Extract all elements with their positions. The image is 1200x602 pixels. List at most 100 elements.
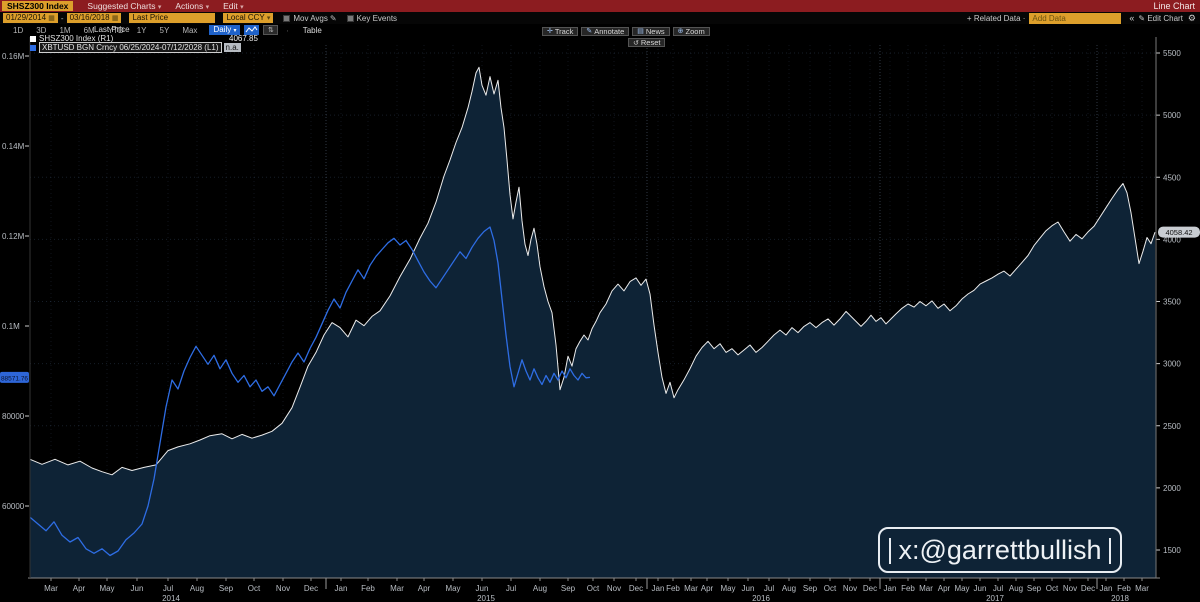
date-to-field[interactable]: 03/16/2018 ▦ — [66, 13, 122, 23]
legend-value: 4067.85 — [229, 34, 258, 43]
chevron-down-icon: ▾ — [157, 4, 162, 11]
collapse-icon[interactable]: « — [1129, 13, 1135, 23]
chevron-down-icon: ▾ — [233, 28, 237, 34]
legend-row-shsz300[interactable]: SHSZ300 Index (R1) 4067.85 — [30, 34, 258, 43]
month-label: Jun — [974, 584, 987, 593]
related-data-button[interactable]: + Related Data · — [966, 13, 1026, 23]
left-axis-label: 0.16M — [2, 52, 25, 61]
series-swatch-blue — [30, 44, 36, 51]
chevron-down-icon: ▾ — [266, 15, 271, 22]
key-events-checkbox[interactable] — [346, 14, 354, 22]
series-swatch-white — [30, 35, 36, 42]
range-1m[interactable]: 1M — [59, 25, 71, 35]
right-axis-label: 2000 — [1163, 484, 1181, 493]
app-title: Line Chart — [1153, 1, 1195, 11]
month-label: Oct — [1046, 584, 1059, 593]
reset-icon: ↺ — [633, 39, 639, 47]
month-label: Dec — [629, 584, 643, 593]
range-6m[interactable]: 6M — [83, 25, 95, 35]
year-label: 2017 — [986, 594, 1004, 602]
price-field-select[interactable]: Last Price — [129, 13, 216, 23]
menu-actions[interactable]: Actions ▾ — [175, 1, 210, 11]
area-fill — [30, 67, 1156, 579]
legend-row-xbtusd[interactable]: XBTUSD BGN Crncy 06/25/2024-07/12/2028 (… — [30, 42, 258, 53]
chart-legend: Last Price SHSZ300 Index (R1) 4067.85 XB… — [30, 25, 258, 53]
year-label: 2016 — [752, 594, 770, 602]
chart-toolbar: 01/29/2014 ▦ - 03/16/2018 ▦ Last Price L… — [0, 12, 1200, 24]
candle-icon: ⇅ — [268, 27, 274, 34]
mov-avgs-checkbox[interactable] — [283, 14, 291, 22]
date-range-dash: - — [60, 13, 64, 23]
legend-value: n.a. — [223, 43, 241, 52]
month-label: May — [954, 584, 969, 593]
gear-icon[interactable]: ⚙ — [1187, 12, 1196, 23]
month-label: May — [720, 584, 735, 593]
left-axis-label: 80000 — [2, 412, 25, 421]
mov-avgs-label: Mov Avgs — [293, 13, 328, 23]
month-label: Oct — [824, 584, 837, 593]
track-button[interactable]: ✛ Track — [542, 27, 579, 36]
legend-label: SHSZ300 Index (R1) — [39, 34, 114, 43]
title-bar: SHSZ300 Index Suggested Charts ▾ Actions… — [0, 0, 1200, 12]
month-label: Sep — [561, 584, 576, 593]
currency-select[interactable]: Local CCY ▾ — [223, 13, 274, 23]
month-label: Mar — [1135, 584, 1149, 593]
month-label: Sep — [219, 584, 234, 593]
edit-chart-button[interactable]: ✎ Edit Chart — [1138, 13, 1183, 23]
menu-suggested-charts[interactable]: Suggested Charts ▾ — [87, 1, 162, 11]
right-axis-label: 2500 — [1163, 422, 1181, 431]
month-label: May — [445, 584, 460, 593]
date-from-field[interactable]: 01/29/2014 ▦ — [3, 13, 58, 23]
range-1y[interactable]: 1Y — [136, 25, 147, 35]
news-button[interactable]: ▤ News — [632, 27, 670, 36]
range-3d[interactable]: 3D — [36, 25, 47, 35]
month-label: Aug — [1009, 584, 1023, 593]
month-label: Aug — [190, 584, 204, 593]
month-label: Jun — [131, 584, 144, 593]
reset-button[interactable]: ↺ Reset — [628, 38, 666, 47]
legend-label: XBTUSD BGN Crncy 06/25/2024-07/12/2028 (… — [39, 42, 222, 53]
range-1d[interactable]: 1D — [13, 25, 24, 35]
related-data-cluster: + Related Data · Add Data « ✎ Edit Chart… — [966, 12, 1196, 24]
axes: 5500 5000 4500 4000 3500 3000 2500 2000 1500 0.16… — [2, 37, 1181, 602]
menu-edit[interactable]: Edit ▾ — [223, 1, 244, 11]
month-label: Mar — [390, 584, 404, 593]
zoom-button[interactable]: ⊕ Zoom — [672, 27, 710, 36]
right-axis-label: 3000 — [1163, 360, 1181, 369]
month-label: Jul — [163, 584, 173, 593]
annotate-button[interactable]: ✎ Annotate — [581, 27, 630, 36]
legend-header: Last Price — [94, 25, 130, 34]
watermark-accent-bar — [889, 538, 891, 564]
month-label: Aug — [533, 584, 547, 593]
calendar-icon[interactable]: ▦ — [111, 15, 119, 22]
chevron-down-icon: ▾ — [240, 4, 244, 11]
calendar-icon[interactable]: ▦ — [48, 15, 55, 22]
separator-dot: ∙ — [286, 25, 289, 35]
year-label: 2014 — [162, 594, 180, 602]
right-axis-label: 4500 — [1163, 173, 1181, 182]
month-label: Oct — [587, 584, 600, 593]
chevron-down-icon: ▾ — [205, 4, 210, 11]
month-label: Jun — [476, 584, 489, 593]
month-label: Jul — [506, 584, 516, 593]
month-label: Aug — [782, 584, 796, 593]
year-label: 2015 — [477, 594, 495, 602]
frequency-dropdown[interactable]: Daily ▾ — [209, 25, 241, 35]
table-button[interactable]: Table — [302, 25, 322, 35]
range-max[interactable]: Max — [182, 25, 198, 35]
badge-text: 88571.76 — [1, 375, 28, 382]
add-data-input[interactable]: Add Data — [1029, 12, 1122, 24]
series-lines — [29, 66, 1156, 579]
month-label: Jul — [993, 584, 1003, 593]
line-chart-type-button[interactable] — [244, 25, 260, 35]
security-ticker-field[interactable]: SHSZ300 Index — [2, 1, 74, 11]
month-label: Sep — [1027, 584, 1042, 593]
range-ytd[interactable]: YTD — [107, 25, 124, 35]
year-label: 2018 — [1111, 594, 1129, 602]
pencil-icon[interactable]: ✎ — [329, 13, 337, 23]
month-label: Jul — [764, 584, 774, 593]
range-5y[interactable]: 5Y — [159, 25, 170, 35]
candle-chart-type-button[interactable]: ⇅ — [263, 25, 279, 35]
